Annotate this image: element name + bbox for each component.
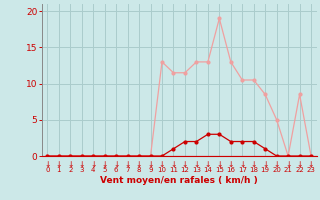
Text: ↓: ↓ xyxy=(228,160,234,169)
Text: ↓: ↓ xyxy=(90,160,96,169)
Text: ↓: ↓ xyxy=(113,160,119,169)
Text: ↓: ↓ xyxy=(182,160,188,169)
Text: ↓: ↓ xyxy=(44,160,51,169)
Text: ↓: ↓ xyxy=(67,160,74,169)
Text: ↓: ↓ xyxy=(101,160,108,169)
Text: ↓: ↓ xyxy=(170,160,177,169)
Text: ↓: ↓ xyxy=(56,160,62,169)
Text: ↓: ↓ xyxy=(285,160,291,169)
Text: ↓: ↓ xyxy=(147,160,154,169)
Text: ↓: ↓ xyxy=(239,160,245,169)
Text: ↓: ↓ xyxy=(262,160,268,169)
Text: ↓: ↓ xyxy=(251,160,257,169)
Text: ↓: ↓ xyxy=(78,160,85,169)
Text: ↓: ↓ xyxy=(216,160,222,169)
Text: ↓: ↓ xyxy=(159,160,165,169)
Text: ↓: ↓ xyxy=(193,160,200,169)
Text: ↓: ↓ xyxy=(205,160,211,169)
Text: ↓: ↓ xyxy=(124,160,131,169)
Text: ↓: ↓ xyxy=(274,160,280,169)
Text: ↓: ↓ xyxy=(296,160,303,169)
Text: ↓: ↓ xyxy=(308,160,314,169)
Text: ↓: ↓ xyxy=(136,160,142,169)
X-axis label: Vent moyen/en rafales ( km/h ): Vent moyen/en rafales ( km/h ) xyxy=(100,176,258,185)
